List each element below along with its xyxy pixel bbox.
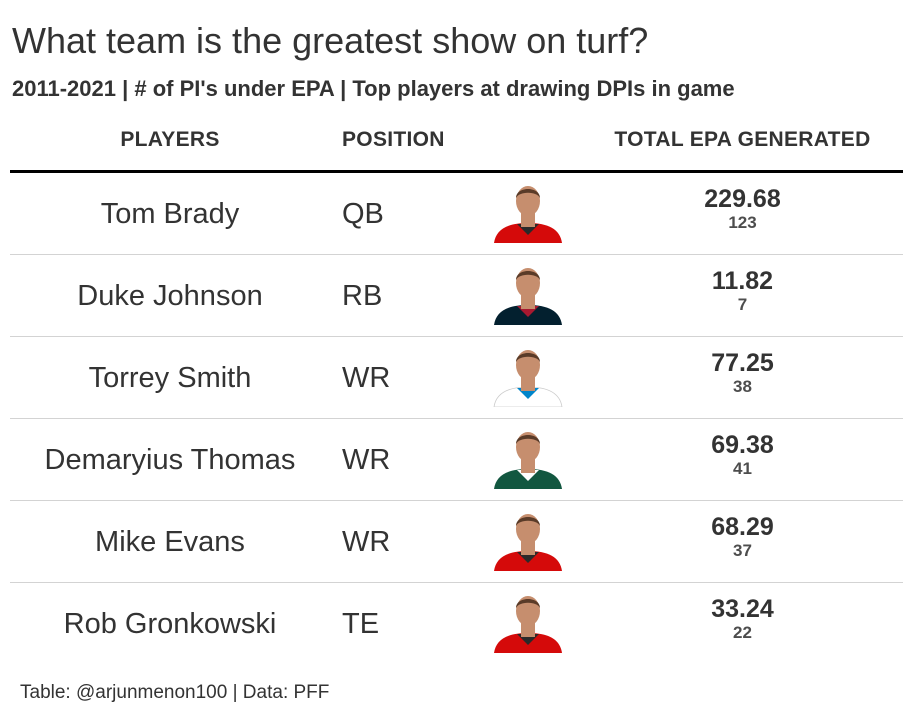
player-headshot-icon — [494, 596, 562, 653]
neck-shape — [521, 213, 535, 227]
player-headshot-icon — [494, 186, 562, 243]
hair-shape — [516, 353, 540, 362]
player-headshot-icon — [493, 350, 563, 407]
total-epa-value: 77.25 — [711, 349, 774, 377]
column-header-total-epa: TOTAL EPA GENERATED — [614, 128, 871, 151]
player-name: Torrey Smith — [88, 361, 252, 394]
player-name: Tom Brady — [100, 197, 240, 230]
player-name: Demaryius Thomas — [44, 443, 296, 476]
epa-cell: 11.82 7 — [590, 267, 895, 315]
player-headshot-icon — [494, 268, 562, 325]
table-row: Rob Gronkowski TE 33.24 22 — [10, 583, 903, 665]
epa-cell: 77.25 38 — [590, 349, 895, 397]
hair-shape — [516, 517, 540, 526]
neck-shape — [521, 295, 535, 309]
hair-shape — [516, 599, 540, 608]
chart-subtitle: 2011-2021 | # of PI's under EPA | Top pl… — [12, 76, 735, 101]
table-body: Tom Brady QB 229.68 123 Duke Johnson RB … — [10, 173, 903, 665]
header-rule — [10, 170, 903, 173]
table-row: Demaryius Thomas WR 69.38 41 — [10, 419, 903, 501]
hair-shape — [516, 271, 540, 280]
pi-count: 41 — [733, 459, 752, 478]
player-name: Rob Gronkowski — [63, 607, 277, 640]
player-position: RB — [342, 279, 383, 312]
total-epa-value: 33.24 — [711, 595, 774, 623]
total-epa-value: 229.68 — [704, 185, 781, 213]
player-position: QB — [342, 197, 384, 230]
source-caption: Table: @arjunmenon100 | Data: PFF — [20, 682, 330, 703]
table-row: Mike Evans WR 68.29 37 — [10, 501, 903, 583]
pi-count: 22 — [733, 623, 752, 642]
neck-shape — [521, 377, 535, 391]
pi-count: 123 — [728, 213, 757, 232]
hair-shape — [516, 435, 540, 444]
player-headshot-icon — [494, 432, 562, 489]
neck-shape — [521, 541, 535, 555]
player-position: TE — [342, 607, 380, 640]
epa-cell: 229.68 123 — [590, 185, 895, 233]
chart-title: What team is the greatest show on turf? — [12, 20, 649, 61]
epa-cell: 68.29 37 — [590, 513, 895, 561]
total-epa-value: 11.82 — [711, 267, 774, 295]
table-row: Torrey Smith WR 77.25 38 — [10, 337, 903, 419]
player-position: WR — [342, 525, 391, 558]
hair-shape — [516, 189, 540, 198]
player-name: Mike Evans — [95, 525, 245, 558]
pi-count: 38 — [733, 377, 752, 396]
pi-count: 7 — [737, 295, 748, 314]
total-epa-value: 68.29 — [711, 513, 774, 541]
table-header: PLAYERS POSITION TOTAL EPA GENERATED — [0, 128, 913, 160]
pi-count: 37 — [733, 541, 752, 560]
neck-shape — [521, 459, 535, 473]
neck-shape — [521, 623, 535, 637]
epa-cell: 33.24 22 — [590, 595, 895, 643]
player-position: WR — [342, 361, 391, 394]
table-row: Tom Brady QB 229.68 123 — [10, 173, 903, 255]
player-position: WR — [342, 443, 391, 476]
player-name: Duke Johnson — [77, 279, 263, 312]
player-headshot-icon — [494, 514, 562, 571]
table-row: Duke Johnson RB 11.82 7 — [10, 255, 903, 337]
column-header-players: PLAYERS — [120, 128, 220, 151]
column-header-position: POSITION — [342, 128, 445, 151]
total-epa-value: 69.38 — [711, 431, 774, 459]
epa-cell: 69.38 41 — [590, 431, 895, 479]
